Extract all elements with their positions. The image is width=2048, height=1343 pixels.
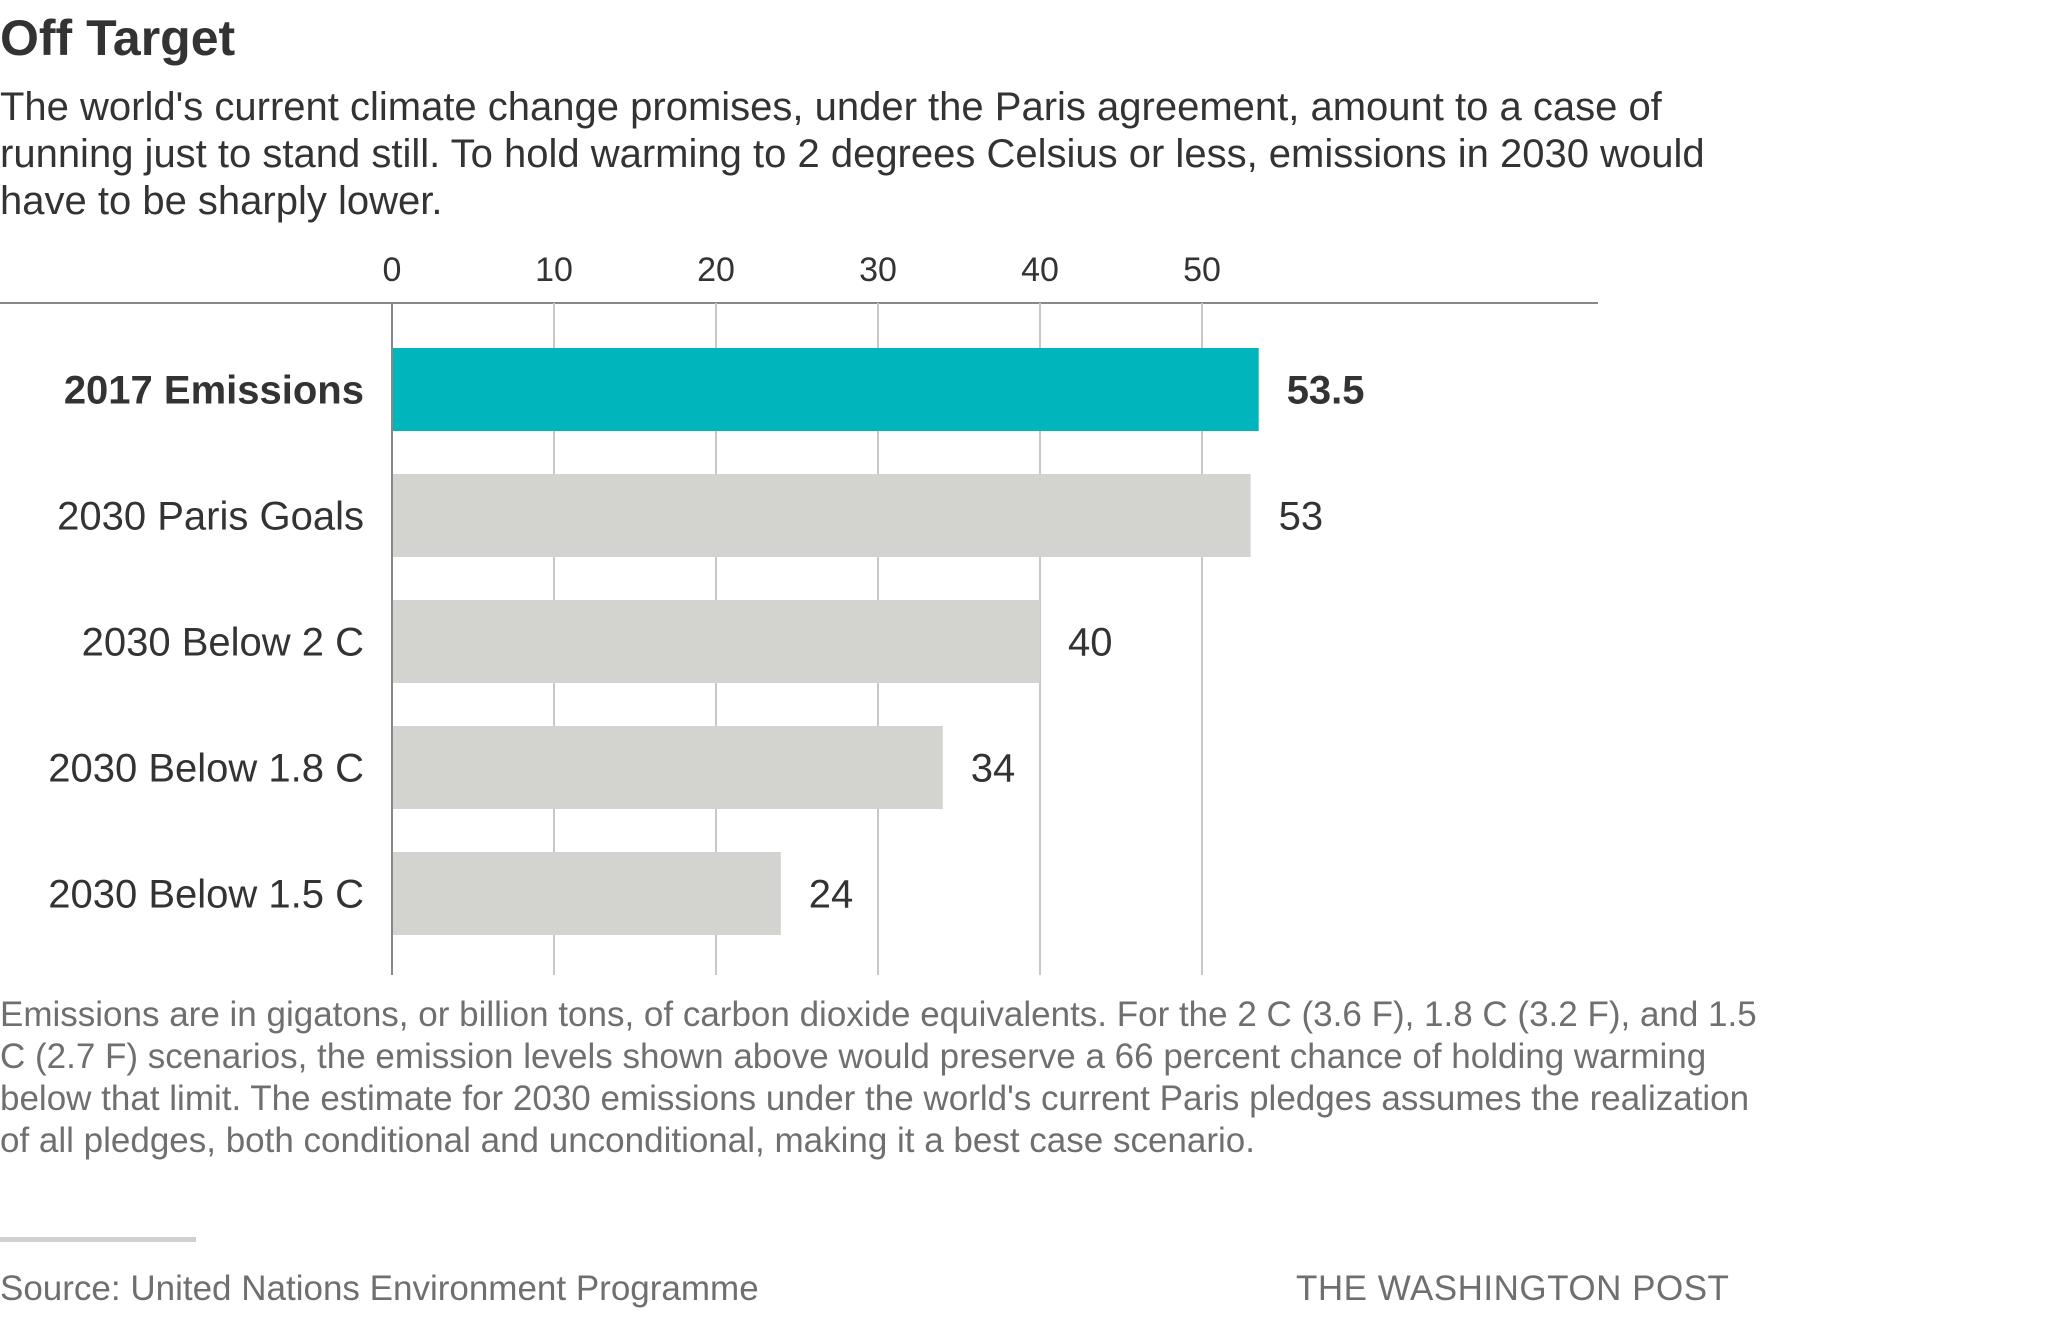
bar <box>392 600 1040 683</box>
category-label: 2030 Below 1.8 C <box>48 747 364 791</box>
x-tick-label: 10 <box>535 251 573 289</box>
x-tick-label: 30 <box>859 251 897 289</box>
x-tick-label: 50 <box>1183 251 1221 289</box>
chart-note: Emissions are in gigatons, or billion to… <box>0 995 1757 1160</box>
bar-chart: 0 10 20 30 40 50 2017 Emissions 53.5 2030 Paris … <box>0 240 1680 980</box>
data-label: 40 <box>1068 621 1113 665</box>
data-label: 24 <box>809 873 854 917</box>
bar <box>392 852 781 935</box>
category-label: 2030 Below 2 C <box>82 621 364 665</box>
bar <box>392 726 943 809</box>
publisher-credit: THE WASHINGTON POST <box>1296 1269 1730 1308</box>
bar <box>392 348 1259 431</box>
bar <box>392 474 1251 557</box>
x-tick-label: 20 <box>697 251 735 289</box>
category-label: 2030 Paris Goals <box>57 495 364 539</box>
footer-divider <box>0 1237 196 1242</box>
category-label: 2030 Below 1.5 C <box>48 873 364 917</box>
chart-svg: 0 10 20 30 40 50 2017 Emissions 53.5 2030 Paris … <box>0 251 1598 975</box>
chart-title: Off Target <box>0 10 236 66</box>
data-label: 34 <box>971 747 1016 791</box>
x-tick-label: 0 <box>383 251 402 289</box>
x-tick-label: 40 <box>1021 251 1059 289</box>
data-label: 53 <box>1279 495 1324 539</box>
data-label: 53.5 <box>1287 369 1365 413</box>
chart-subtitle: The world's current climate change promi… <box>0 85 1705 223</box>
category-label: 2017 Emissions <box>64 369 364 413</box>
source-text: Source: United Nations Environment Progr… <box>0 1269 759 1308</box>
